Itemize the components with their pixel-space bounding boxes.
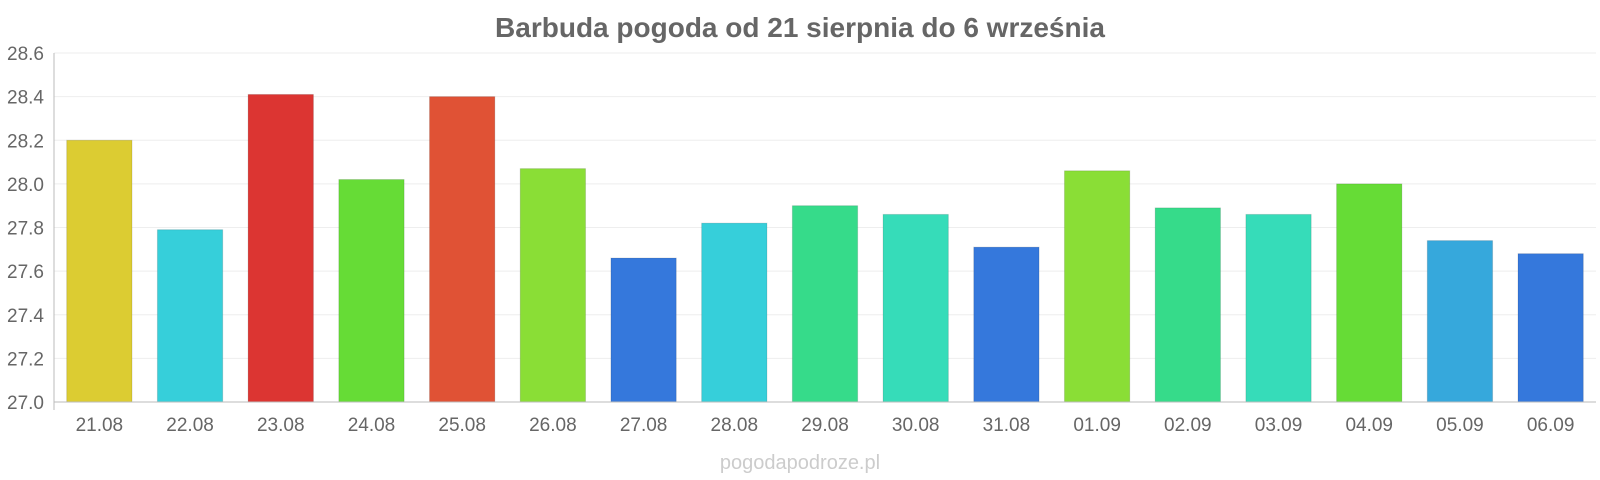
x-tick-label: 05.09 <box>1436 415 1484 436</box>
y-tick-label: 27.2 <box>7 349 44 370</box>
bar-21.08 <box>66 139 133 403</box>
x-tick-label: 21.08 <box>76 415 124 436</box>
bar-25.08 <box>429 96 496 403</box>
x-tick-label: 29.08 <box>801 415 849 436</box>
bar-06.09 <box>1517 253 1584 403</box>
bar-28.08 <box>701 222 768 403</box>
bar-24.08 <box>338 179 405 403</box>
x-tick-label: 02.09 <box>1164 415 1212 436</box>
bar-26.08 <box>519 168 587 403</box>
y-tick-label: 28.6 <box>7 44 44 65</box>
y-tick-label: 28.4 <box>7 88 44 109</box>
x-tick-label: 26.08 <box>529 415 577 436</box>
chart-title: Barbuda pogoda od 21 sierpnia do 6 wrześ… <box>495 12 1105 43</box>
y-tick-label: 27.4 <box>7 306 44 327</box>
bar-01.09 <box>1063 170 1131 403</box>
x-tick-label: 30.08 <box>892 415 940 436</box>
bar-27.08 <box>610 257 677 403</box>
bar-02.09 <box>1154 207 1221 403</box>
bar-23.08 <box>247 93 314 403</box>
y-tick-label: 27.6 <box>7 262 44 283</box>
bar-03.09 <box>1245 213 1312 403</box>
x-tick-label: 27.08 <box>620 415 668 436</box>
x-tick-label: 01.09 <box>1073 415 1121 436</box>
bar-05.09 <box>1426 240 1494 403</box>
bars <box>66 93 1584 403</box>
x-tick-label: 24.08 <box>348 415 396 436</box>
y-tick-label: 27.0 <box>7 393 44 414</box>
x-tick-label: 25.08 <box>438 415 486 436</box>
x-tick-label: 04.09 <box>1345 415 1393 436</box>
y-tick-label: 28.2 <box>7 131 44 152</box>
bar-04.09 <box>1336 183 1403 403</box>
y-axis: 27.0 27.2 27.4 27.6 27.8 28.0 28.2 28.4 28.6 <box>7 44 55 414</box>
x-tick-label: 31.08 <box>983 415 1031 436</box>
bar-31.08 <box>973 246 1040 403</box>
x-tick-label: 28.08 <box>711 415 759 436</box>
y-tick-label: 28.0 <box>7 175 44 196</box>
bar-30.08 <box>882 213 949 403</box>
bar-29.08 <box>791 205 859 403</box>
x-tick-label: 23.08 <box>257 415 305 436</box>
x-axis: 21.08 22.08 23.08 24.08 25.08 26.08 27.08 28.08… <box>54 401 1596 436</box>
x-tick-label: 06.09 <box>1527 415 1575 436</box>
x-tick-label: 03.09 <box>1255 415 1303 436</box>
watermark: pogodapodroze.pl <box>720 452 880 474</box>
x-tick-label: 22.08 <box>166 415 214 436</box>
bar-22.08 <box>156 229 224 403</box>
y-tick-label: 27.8 <box>7 219 44 240</box>
